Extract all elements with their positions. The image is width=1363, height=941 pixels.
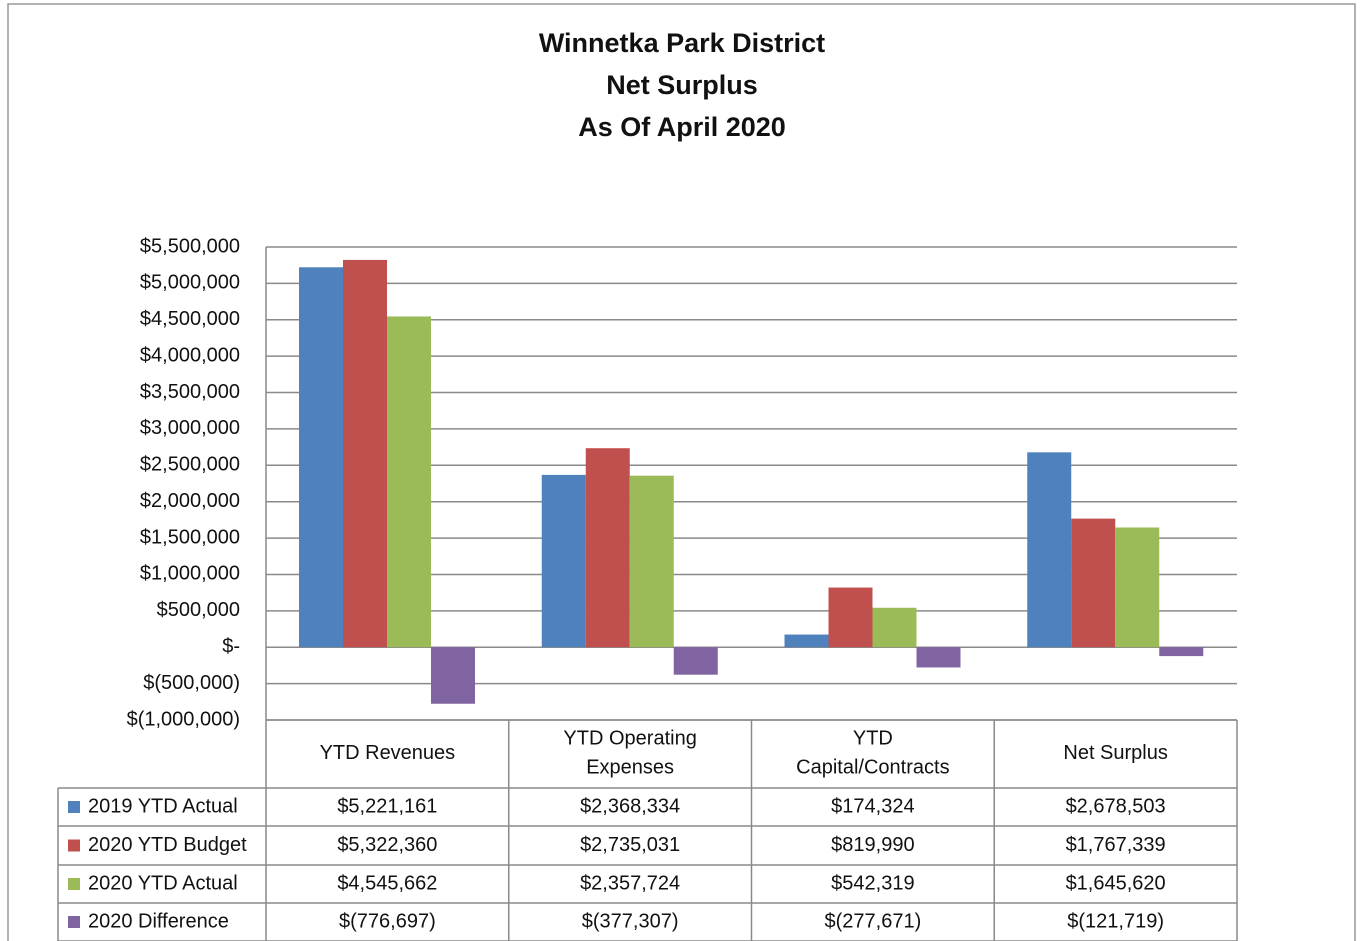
data-label: $2,735,031 (580, 834, 680, 856)
data-label: $2,357,724 (580, 872, 680, 894)
data-label: $5,322,360 (337, 834, 437, 856)
y-tick-label: $5,000,000 (140, 272, 240, 294)
x-tick-label: Net Surplus (1063, 742, 1168, 764)
bar (1115, 527, 1160, 648)
legend-swatch (68, 916, 80, 928)
bar (431, 647, 475, 704)
legend-label: 2020 YTD Actual (88, 872, 238, 894)
data-label: $4,545,662 (337, 872, 437, 894)
bar (1027, 452, 1072, 648)
bar (1071, 518, 1116, 648)
y-tick-label: $500,000 (157, 599, 240, 621)
data-label: $819,990 (831, 834, 914, 856)
bar (343, 259, 387, 648)
y-tick-label: $3,000,000 (140, 417, 240, 439)
x-tick-label: YTD Capital/Contracts (796, 728, 949, 779)
y-tick-label: $1,500,000 (140, 526, 240, 548)
data-label: $1,645,620 (1066, 872, 1166, 894)
chart-border (7, 3, 1356, 941)
data-label: $174,324 (831, 795, 914, 817)
legend-swatch (68, 801, 80, 813)
chart-title: Winnetka Park District (539, 28, 825, 58)
bar (828, 587, 873, 648)
data-label: $2,368,334 (580, 795, 680, 817)
y-tick-label: $2,000,000 (140, 490, 240, 512)
bar (673, 647, 718, 675)
y-tick-label: $- (222, 636, 240, 658)
bar (387, 316, 431, 648)
y-tick-label: $4,000,000 (140, 344, 240, 366)
data-label: $2,678,503 (1066, 795, 1166, 817)
data-label: $(377,307) (582, 910, 679, 932)
legend-swatch (68, 839, 80, 852)
bar (1159, 647, 1204, 657)
y-tick-label: $5,500,000 (140, 235, 240, 257)
chart-title: Net Surplus (606, 70, 758, 100)
data-label: $5,221,161 (337, 795, 437, 817)
data-label: $1,767,339 (1066, 834, 1166, 856)
bar (872, 607, 917, 648)
data-label: $542,319 (831, 872, 914, 894)
legend-label: 2019 YTD Actual (88, 795, 238, 817)
data-label: $(277,671) (825, 910, 922, 932)
bar (629, 475, 674, 648)
y-tick-label: $2,500,000 (140, 454, 240, 476)
x-tick-label: YTD Revenues (320, 742, 456, 764)
y-tick-label: $1,000,000 (140, 563, 240, 585)
y-tick-label: $3,500,000 (140, 381, 240, 403)
bar (784, 634, 829, 648)
data-label: $(121,719) (1067, 910, 1164, 932)
bar (585, 448, 630, 648)
bar (541, 474, 586, 648)
legend-label: 2020 Difference (88, 910, 229, 932)
x-tick-label: YTD Operating Expenses (563, 728, 696, 779)
y-tick-label: $4,500,000 (140, 308, 240, 330)
y-tick-label: $(1,000,000) (127, 708, 240, 730)
bar (916, 647, 961, 668)
chart-title: As Of April 2020 (578, 112, 786, 142)
data-label: $(776,697) (339, 910, 436, 932)
y-tick-label: $(500,000) (143, 672, 240, 694)
legend-label: 2020 YTD Budget (88, 834, 247, 856)
bar (299, 267, 343, 648)
legend-swatch (68, 878, 80, 890)
